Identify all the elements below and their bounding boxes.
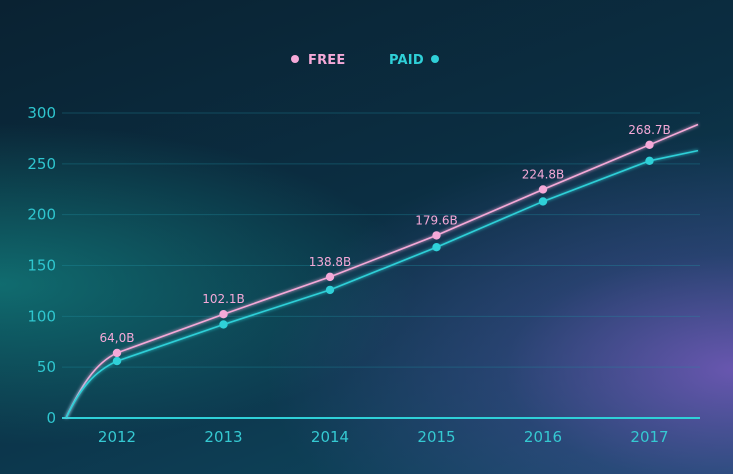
data-point-paid xyxy=(219,320,228,329)
y-tick-label: 100 xyxy=(27,307,56,325)
data-point-free xyxy=(538,185,548,194)
data-point-paid xyxy=(538,197,548,206)
x-tick-label: 2015 xyxy=(417,428,455,446)
data-labels: 64,0B 102.1B 138.8B 179.6B 224.8B 268.7B xyxy=(100,123,671,345)
data-point-paid xyxy=(432,243,441,252)
y-tick-label: 200 xyxy=(27,206,56,224)
data-label: 138.8B xyxy=(309,255,352,269)
data-label: 268.7B xyxy=(628,123,671,137)
data-point-free xyxy=(645,140,654,150)
legend: FREE PAID xyxy=(291,53,439,68)
y-tick-label: 50 xyxy=(37,358,56,376)
x-tick-label: 2017 xyxy=(630,428,668,446)
x-tick-label: 2013 xyxy=(204,428,242,446)
data-label: 102.1B xyxy=(202,292,245,306)
data-point-paid xyxy=(112,356,122,366)
data-label: 179.6B xyxy=(415,213,458,227)
data-point-free xyxy=(432,231,441,240)
data-point-free xyxy=(219,309,228,319)
y-tick-label: 150 xyxy=(27,257,56,275)
series-lines xyxy=(65,123,699,419)
y-tick-label: 250 xyxy=(27,155,56,173)
y-axis: 0 50 100 150 200 250 300 xyxy=(27,104,56,427)
legend-label-free: FREE xyxy=(308,53,345,68)
legend-label-paid: PAID xyxy=(389,53,424,68)
data-point-free xyxy=(112,348,122,358)
x-tick-label: 2016 xyxy=(524,428,562,446)
y-tick-label: 0 xyxy=(46,409,56,427)
x-tick-label: 2014 xyxy=(311,428,349,446)
legend-marker-free xyxy=(291,55,299,63)
legend-marker-paid xyxy=(431,55,439,63)
y-tick-label: 300 xyxy=(27,104,56,122)
x-axis: 2012 2013 2014 2015 2016 2017 xyxy=(62,417,700,446)
data-points xyxy=(112,140,654,366)
data-point-paid xyxy=(325,285,335,295)
data-label: 64,0B xyxy=(100,331,135,345)
series-line-paid xyxy=(65,149,699,419)
x-tick-label: 2012 xyxy=(98,428,136,446)
data-point-free xyxy=(325,272,335,282)
grid xyxy=(62,112,700,368)
series-line-free xyxy=(65,123,699,419)
data-point-paid xyxy=(645,156,654,165)
data-label: 224.8B xyxy=(522,167,565,181)
